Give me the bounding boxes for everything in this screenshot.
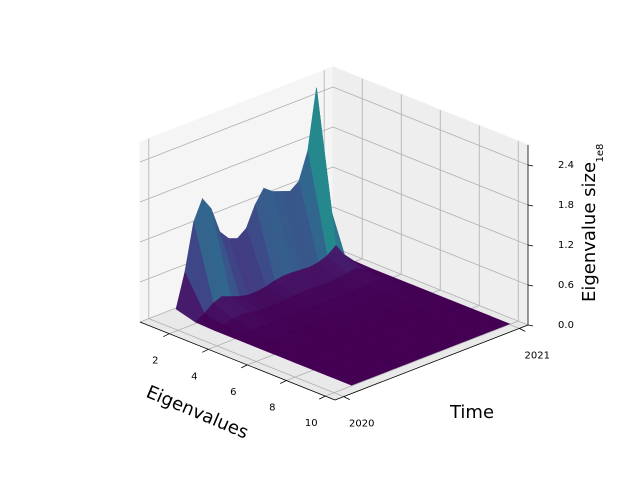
axes: 0.0 0.6 1.2 1.8 2.4 2020 2021 2 4 6 8 10 bbox=[139, 145, 574, 430]
y-axis-label: Time bbox=[449, 402, 494, 423]
grid-line bbox=[332, 166, 529, 246]
z-tick-label: 0.6 bbox=[558, 280, 574, 291]
z-tick-label: 0.0 bbox=[558, 320, 574, 331]
z-tick-mark bbox=[527, 164, 534, 167]
y-tick-mark bbox=[519, 328, 526, 332]
x-tick-mark bbox=[280, 380, 287, 384]
x-tick-label: 8 bbox=[269, 403, 275, 414]
x-tick-label: 4 bbox=[191, 371, 197, 382]
grid-line bbox=[139, 126, 334, 203]
z-tick-mark bbox=[527, 244, 534, 247]
z-tick-label: 1.8 bbox=[558, 200, 574, 211]
x-tick-mark bbox=[163, 333, 170, 338]
z-tick-label: 1.2 bbox=[558, 240, 574, 251]
x-tick-label: 10 bbox=[305, 418, 318, 429]
y-tick-label: 2020 bbox=[349, 419, 374, 430]
y-tick-mark bbox=[343, 396, 350, 400]
y-tick-label: 2021 bbox=[525, 350, 550, 361]
x-tick-mark bbox=[319, 395, 326, 400]
grid-line bbox=[332, 126, 529, 206]
z-tick-mark bbox=[527, 204, 534, 207]
x-tick-label: 2 bbox=[152, 356, 158, 367]
z-tick-mark bbox=[527, 284, 534, 287]
z-axis-label: Eigenvalue size bbox=[579, 162, 600, 302]
grid-line bbox=[148, 318, 344, 397]
grid-line bbox=[332, 206, 529, 286]
z-tick-mark bbox=[527, 324, 534, 327]
grid-line bbox=[325, 320, 519, 397]
x-tick-mark bbox=[241, 364, 248, 369]
grid-line bbox=[139, 86, 334, 163]
surface-patch bbox=[331, 373, 362, 386]
grid-line bbox=[332, 246, 529, 326]
x-axis-line bbox=[139, 321, 336, 401]
x-tick-mark bbox=[202, 348, 209, 353]
z-offset-label: 1e8 bbox=[595, 144, 606, 163]
surface bbox=[175, 87, 511, 386]
grid-line bbox=[332, 86, 529, 166]
y-axis-line bbox=[334, 324, 529, 401]
z-tick-label: 2.4 bbox=[558, 160, 574, 171]
x-tick-label: 6 bbox=[230, 387, 236, 398]
